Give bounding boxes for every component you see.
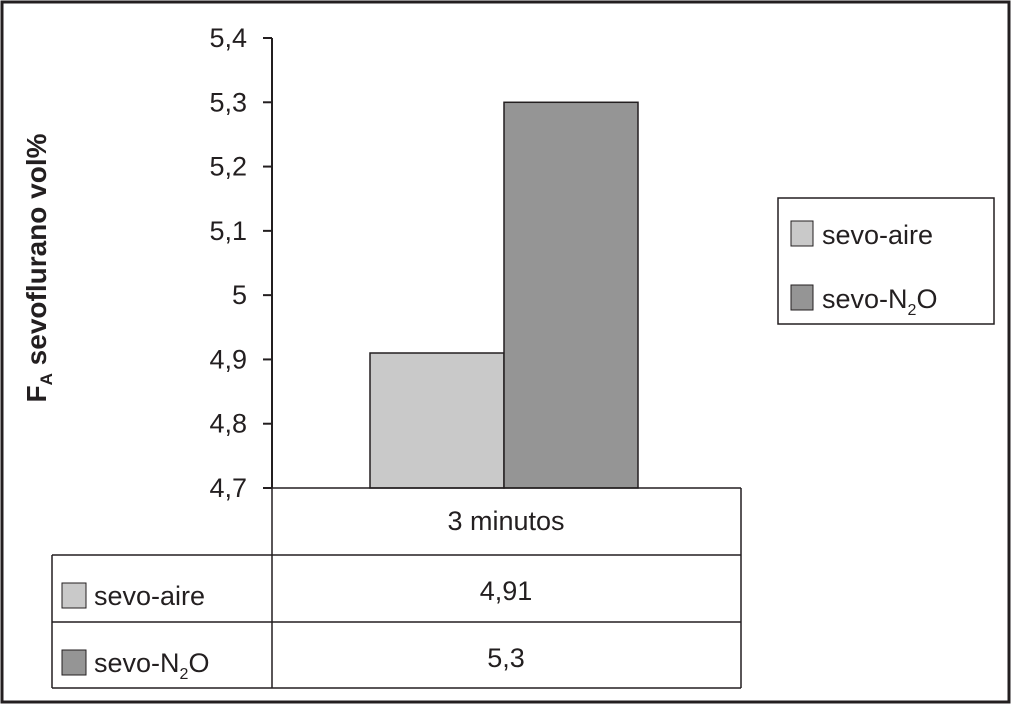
legend-label-sevo-n2o: sevo-N2O <box>822 284 937 319</box>
legend-swatch-sevo-n2o <box>790 284 814 311</box>
legend-label-sevo-aire: sevo-aire <box>822 220 933 250</box>
legend-label-sevo-n2o-base: sevo-N <box>822 284 908 314</box>
legend-box <box>777 197 995 325</box>
y-axis-ticks: 4,7 4,8 4,9 5 5,1 5,2 5,3 5,4 <box>209 23 272 503</box>
y-tick-label: 4,7 <box>209 473 247 503</box>
table-category-header: 3 minutos <box>447 506 564 536</box>
bar-sevo-aire <box>369 352 505 489</box>
y-tick-label: 4,9 <box>209 344 247 374</box>
y-tick-label: 5,4 <box>209 23 247 53</box>
bars <box>369 101 639 489</box>
y-tick-label: 5,2 <box>209 152 247 182</box>
table-row-label-sevo-aire: sevo-aire <box>94 581 205 611</box>
table-swatch-sevo-n2o <box>61 649 87 676</box>
table-value-sevo-aire: 4,91 <box>480 576 533 606</box>
bar-sevo-n2o <box>503 101 639 489</box>
legend-swatch-sevo-aire <box>790 220 814 247</box>
table-value-sevo-n2o: 5,3 <box>487 643 525 673</box>
legend: sevo-aire sevo-N2O <box>777 197 995 325</box>
table-row-label-sevo-n2o-tail: O <box>188 648 209 678</box>
legend-label-sevo-n2o-tail: O <box>916 284 937 314</box>
y-axis-label-tail: sevoflurano vol% <box>21 133 52 373</box>
y-tick-label: 5,3 <box>209 87 247 117</box>
table-swatch-sevo-aire <box>61 582 87 609</box>
table-row-label-sevo-n2o-base: sevo-N <box>94 648 180 678</box>
y-axis-label: FA sevoflurano vol% <box>21 133 56 402</box>
y-axis-label-main: F <box>21 385 52 402</box>
y-tick-label: 5 <box>232 280 247 310</box>
table-row-label-sevo-n2o-subscript: 2 <box>180 666 189 683</box>
table-row-label-sevo-n2o: sevo-N2O <box>94 648 209 683</box>
y-axis-label-subscript: A <box>37 373 56 385</box>
data-table: 3 minutos sevo-aire 4,91 sevo-N2O 5,3 <box>51 487 742 689</box>
y-tick-label: 5,1 <box>209 216 247 246</box>
y-tick-label: 4,8 <box>209 409 247 439</box>
legend-label-sevo-n2o-subscript: 2 <box>908 302 917 319</box>
